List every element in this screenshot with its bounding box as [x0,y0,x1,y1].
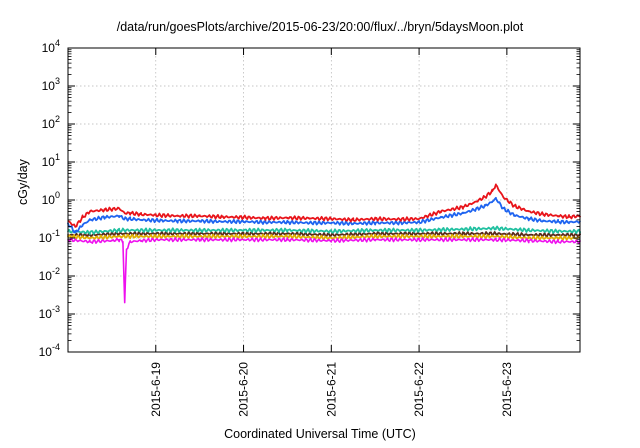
series-line-0 [67,183,581,228]
x-axis-ticks: 2015-6-19 2015-6-20 2015-6-21 2015-6-22 2015… [149,48,514,417]
y-tick-label: 102 [42,114,60,131]
chart-title: /data/run/goesPlots/archive/2015-06-23/2… [116,20,524,34]
series-line-4 [67,233,581,241]
x-tick-label: 2015-6-23 [500,362,514,417]
y-tick-label: 100 [42,190,60,207]
y-tick-label: 10-4 [39,342,60,359]
x-axis-label: Coordinated Universal Time (UTC) [224,427,416,441]
x-tick-label: 2015-6-22 [412,362,426,417]
x-tick-label: 2015-6-19 [149,362,163,417]
grid-lines [68,48,580,352]
series-group [67,183,581,304]
y-tick-label: 103 [42,76,60,93]
y-tick-label: 10-3 [39,304,60,321]
y-axis-ticks: 10-4 10-3 10-2 10-1 100 101 102 103 104 [39,38,580,359]
series-line-5 [67,237,581,304]
series-line-1 [67,196,581,234]
y-tick-label: 101 [42,152,60,169]
y-tick-label: 10-2 [39,266,60,283]
series-line-2 [67,225,581,236]
series-line-3 [67,230,581,238]
x-tick-label: 2015-6-20 [237,362,251,417]
x-tick-label: 2015-6-21 [324,362,338,417]
y-tick-label: 104 [42,38,60,55]
y-tick-label: 10-1 [39,228,60,245]
